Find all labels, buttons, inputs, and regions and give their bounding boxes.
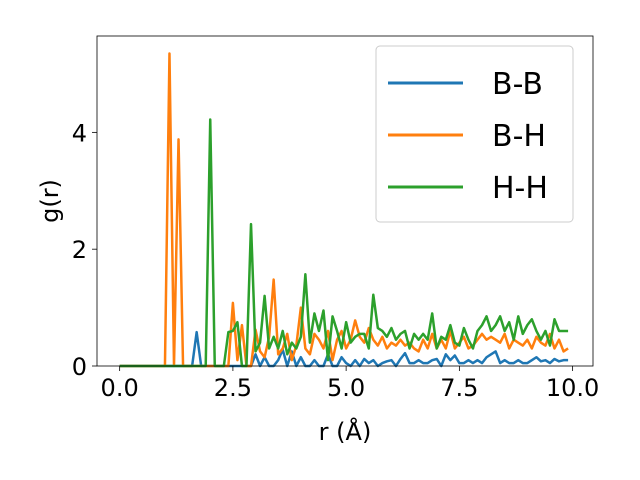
legend-box [375, 45, 574, 223]
legend-label-b-b: B-B [492, 67, 543, 102]
x-axis: 0.0 2.5 5.0 7.5 10.0 [101, 366, 599, 402]
legend: B-B B-H H-H [375, 45, 574, 223]
plot-frame [96, 35, 594, 367]
x-tick-label: 5.0 [327, 374, 365, 402]
x-tick-label: 7.5 [440, 374, 478, 402]
y-axis: 0 2 4 [72, 119, 97, 381]
series-line-b-b [119, 330, 569, 368]
x-tick-label: 2.5 [214, 374, 252, 402]
y-tick-label: 0 [72, 353, 87, 381]
legend-label-h-h: H-H [492, 171, 548, 206]
y-tick-label: 2 [72, 236, 87, 264]
y-tick-label: 4 [72, 119, 87, 147]
x-tick-label: 10.0 [546, 374, 599, 402]
x-axis-label: r (Å) [319, 417, 372, 446]
x-tick-label: 0.0 [101, 374, 139, 402]
legend-label-b-h: B-H [492, 119, 546, 154]
y-axis-label: g(r) [36, 179, 64, 223]
